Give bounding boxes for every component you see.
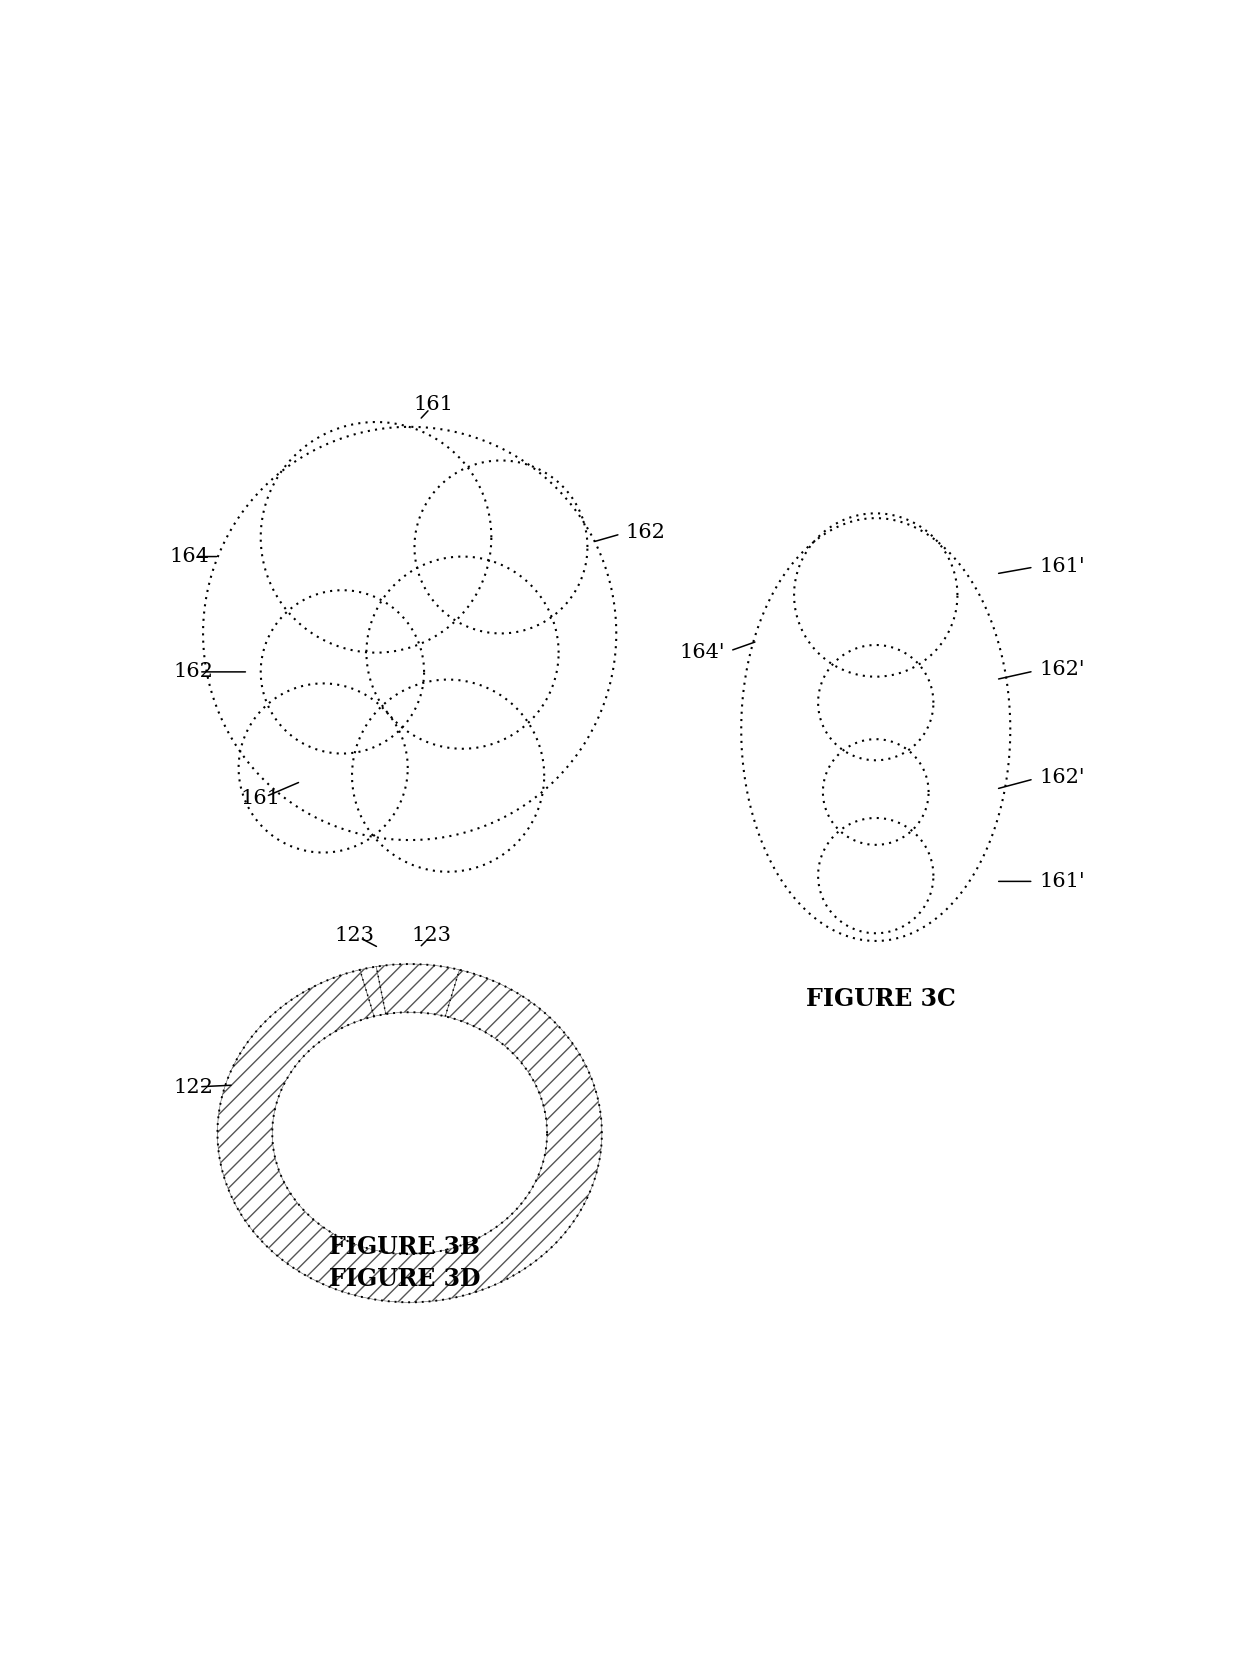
Text: 123: 123 — [412, 925, 451, 945]
Text: 162: 162 — [174, 663, 213, 681]
Text: 164': 164' — [680, 642, 725, 663]
Text: 161: 161 — [414, 395, 454, 415]
Text: 122: 122 — [174, 1077, 213, 1096]
Polygon shape — [376, 964, 459, 1017]
Text: 161: 161 — [241, 790, 280, 808]
Text: 161': 161' — [1039, 557, 1085, 576]
Text: 164: 164 — [170, 547, 210, 565]
Text: FIGURE 3B: FIGURE 3B — [330, 1235, 480, 1258]
Text: 162: 162 — [626, 524, 666, 542]
Text: 162': 162' — [1039, 661, 1085, 679]
Text: 123: 123 — [335, 925, 374, 945]
Polygon shape — [360, 967, 386, 1017]
Text: FIGURE 3C: FIGURE 3C — [806, 987, 956, 1010]
Text: 162': 162' — [1039, 768, 1085, 786]
Polygon shape — [217, 970, 601, 1302]
Text: FIGURE 3D: FIGURE 3D — [329, 1266, 481, 1292]
Text: 161': 161' — [1039, 872, 1085, 892]
